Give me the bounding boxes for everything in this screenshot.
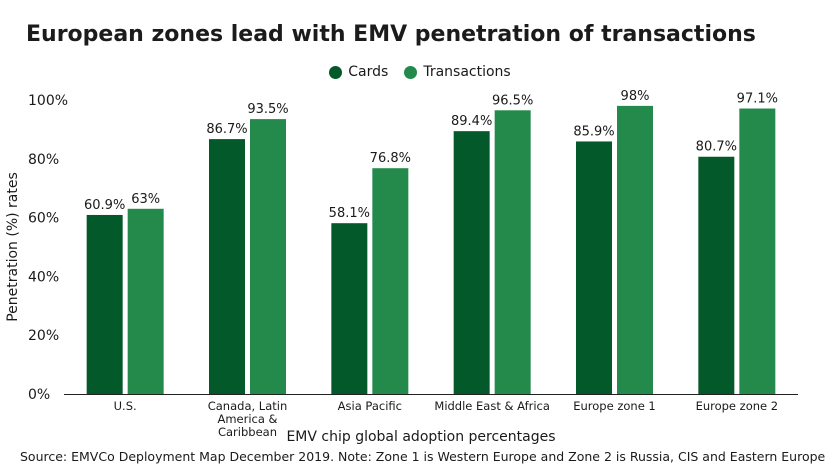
data-label-cards: 89.4% xyxy=(451,114,492,129)
bar-cards-3 xyxy=(453,131,490,394)
bar-transactions-1 xyxy=(250,119,286,395)
y-tick-label: 60% xyxy=(28,211,59,227)
data-label-transactions: 63% xyxy=(131,192,160,207)
data-label-cards: 86.7% xyxy=(206,122,247,137)
legend-item-transactions: Transactions xyxy=(404,64,511,80)
source-note: Source: EMVCo Deployment Map December 20… xyxy=(20,449,826,464)
data-label-cards: 85.9% xyxy=(573,124,614,139)
x-tick-label: Europe zone 2 xyxy=(696,399,779,413)
data-label-transactions: 96.5% xyxy=(492,93,533,108)
legend-swatch-cards xyxy=(329,65,343,79)
data-label-cards: 60.9% xyxy=(84,198,125,213)
bar-transactions-5 xyxy=(739,108,776,394)
data-label-cards: 80.7% xyxy=(696,140,737,155)
bar-cards-1 xyxy=(209,139,245,394)
chart-title: European zones lead with EMV penetration… xyxy=(26,22,756,47)
data-label-transactions: 97.1% xyxy=(737,92,778,107)
y-tick-label: 80% xyxy=(28,152,59,168)
bar-transactions-4 xyxy=(617,105,653,394)
bar-transactions-3 xyxy=(494,110,531,394)
x-tick-label: Middle East & Africa xyxy=(434,399,550,413)
legend-swatch-transactions xyxy=(404,65,418,79)
x-tick-label: Asia Pacific xyxy=(338,399,402,413)
data-label-transactions: 76.8% xyxy=(370,151,411,166)
y-tick-label: 100% xyxy=(28,93,68,109)
legend-label-transactions: Transactions xyxy=(423,64,511,80)
x-tick-label: Europe zone 1 xyxy=(573,399,656,413)
x-axis-label: EMV chip global adoption percentages xyxy=(286,429,555,445)
bar-transactions-0 xyxy=(127,208,164,394)
data-label-transactions: 98% xyxy=(621,89,650,104)
x-tick-label: Caribbean xyxy=(218,425,277,439)
data-label-transactions: 93.5% xyxy=(247,102,288,117)
x-tick-label: America & xyxy=(217,412,277,426)
chart-legend: Cards Transactions xyxy=(0,64,840,80)
x-tick-label: U.S. xyxy=(114,399,137,413)
x-tick-label: Canada, Latin xyxy=(208,399,288,413)
y-axis-label: Penetration (%) rates xyxy=(5,172,21,322)
y-tick-label: 0% xyxy=(28,387,50,403)
data-label-cards: 58.1% xyxy=(329,206,370,221)
legend-label-cards: Cards xyxy=(348,64,389,80)
bar-cards-5 xyxy=(698,156,735,394)
bar-cards-0 xyxy=(86,214,123,394)
bar-transactions-2 xyxy=(372,168,409,394)
bar-cards-4 xyxy=(576,141,612,394)
y-tick-label: 40% xyxy=(28,269,59,285)
legend-item-cards: Cards xyxy=(329,64,388,80)
bar-cards-2 xyxy=(331,223,368,394)
y-tick-label: 20% xyxy=(28,328,59,344)
